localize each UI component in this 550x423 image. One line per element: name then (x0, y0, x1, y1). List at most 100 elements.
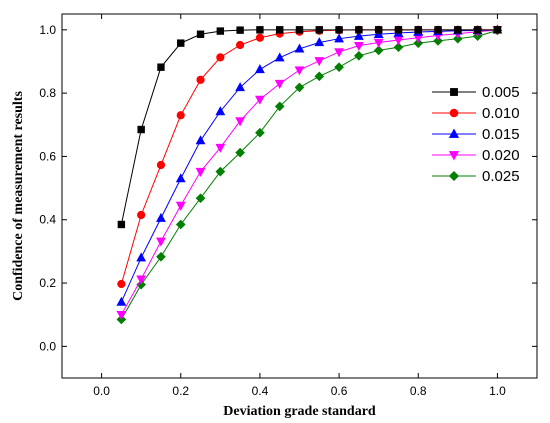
data-point (175, 173, 186, 183)
data-point (354, 50, 364, 61)
data-point (335, 26, 343, 34)
x-axis-title: Deviation grade standard (223, 404, 376, 419)
data-point (454, 26, 462, 34)
data-point (373, 38, 384, 48)
data-point (449, 108, 459, 118)
data-point (353, 30, 364, 40)
data-point (176, 111, 185, 120)
data-point (276, 26, 284, 34)
data-point (215, 106, 226, 116)
legend-item: 0.025 (432, 168, 520, 185)
series-0.005 (117, 26, 502, 229)
data-point (450, 88, 458, 96)
data-point (235, 117, 246, 127)
data-point (195, 193, 206, 204)
data-point (413, 38, 424, 48)
x-tick-label: 0.4 (252, 384, 269, 398)
legend-label: 0.005 (482, 84, 520, 101)
y-tick-label: 1.0 (39, 23, 56, 37)
data-point (294, 66, 305, 76)
series-layer (116, 24, 503, 325)
series-line (120, 29, 498, 320)
data-point (137, 210, 146, 220)
data-point (236, 40, 245, 50)
data-point (255, 64, 265, 74)
data-point (274, 79, 285, 89)
data-point (294, 43, 305, 53)
data-point (373, 45, 384, 56)
data-point (136, 275, 147, 285)
data-point (473, 26, 482, 34)
series-line (120, 29, 498, 303)
legend-item: 0.005 (432, 84, 520, 101)
data-point (117, 279, 126, 289)
data-point (175, 201, 186, 211)
data-point (448, 128, 460, 138)
data-point (355, 26, 363, 34)
data-point (216, 53, 225, 62)
data-point (448, 151, 460, 161)
data-point (137, 125, 145, 134)
x-tick-label: 0.6 (331, 384, 348, 398)
data-point (156, 237, 166, 247)
x-tick-label: 1.0 (489, 384, 506, 398)
data-point (136, 252, 147, 262)
data-point (117, 220, 126, 229)
legend-item: 0.015 (432, 126, 520, 143)
y-tick-label: 0.4 (39, 213, 56, 227)
data-point (314, 57, 325, 67)
data-point (433, 36, 443, 46)
y-tick-label: 0.2 (39, 276, 56, 290)
series-line (120, 29, 498, 225)
data-point (236, 26, 244, 34)
data-point (116, 310, 127, 321)
y-axis-title: Confidence of measurement results (11, 91, 26, 301)
data-point (295, 26, 304, 34)
legend-label: 0.025 (482, 168, 520, 185)
data-point (255, 95, 265, 105)
data-point (274, 52, 285, 62)
y-axis-ticks: 0.0 0.2 0.4 0.6 0.8 1.0 (39, 23, 537, 353)
x-tick-label: 0.8 (410, 384, 427, 398)
data-point (235, 82, 246, 92)
data-point (353, 41, 364, 51)
legend-label: 0.015 (482, 126, 520, 143)
data-point (294, 82, 305, 93)
data-point (177, 39, 185, 47)
legend: 0.005 0.010 0.015 0.020 0.025 (432, 84, 520, 185)
legend-label: 0.020 (482, 147, 520, 164)
series-line (120, 29, 498, 285)
data-point (136, 279, 146, 290)
data-point (393, 42, 404, 53)
data-point (394, 26, 403, 34)
data-point (334, 33, 344, 43)
data-point (156, 212, 166, 222)
x-axis-ticks: 0.0 0.2 0.4 0.6 0.8 1.0 (93, 14, 506, 398)
data-point (314, 71, 325, 82)
data-point (334, 62, 344, 72)
data-point (374, 26, 383, 34)
data-point (157, 63, 165, 71)
x-tick-label: 0.2 (172, 384, 189, 398)
series-0.015 (116, 24, 503, 306)
data-point (116, 296, 127, 306)
legend-item: 0.020 (432, 147, 520, 164)
data-point (196, 30, 205, 38)
data-point (175, 219, 186, 230)
data-point (434, 26, 442, 34)
x-tick-label: 0.0 (93, 384, 110, 398)
data-point (195, 167, 206, 177)
data-point (255, 127, 265, 138)
legend-item: 0.010 (432, 105, 520, 122)
plot-frame (61, 13, 538, 379)
data-point (195, 135, 206, 145)
data-point (256, 26, 264, 34)
data-point (315, 26, 323, 34)
data-point (235, 147, 245, 158)
legend-label: 0.010 (482, 105, 520, 122)
data-point (414, 26, 422, 34)
data-point (156, 251, 166, 262)
series-0.025 (116, 25, 503, 325)
data-point (215, 166, 226, 177)
